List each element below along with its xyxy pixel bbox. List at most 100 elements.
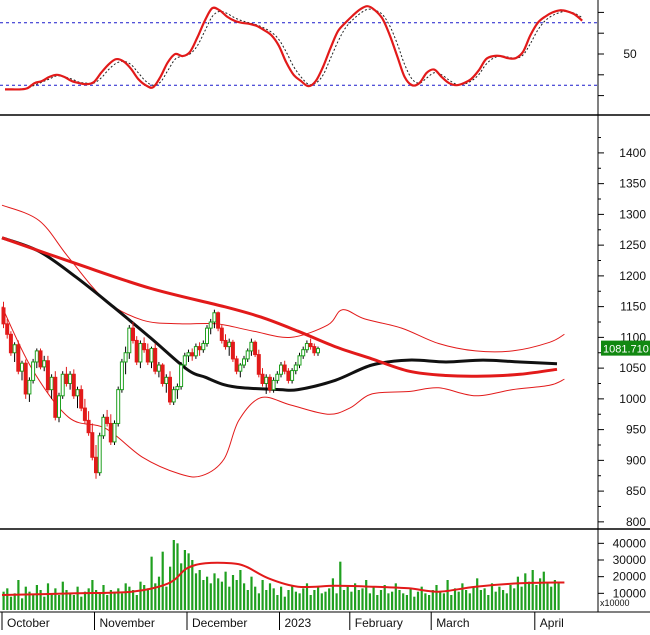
candle-up: [127, 327, 132, 354]
candle-down: [223, 339, 228, 348]
panel-frames: [0, 0, 650, 613]
volume-bar: [124, 583, 127, 610]
volume-bar: [228, 586, 231, 610]
candle-down: [108, 422, 113, 443]
volume-bar: [132, 590, 135, 610]
candle-up: [249, 341, 254, 352]
volume-bar: [531, 570, 534, 610]
candle-down: [105, 416, 110, 424]
volume-bar: [317, 586, 320, 610]
volume-bar: [194, 573, 198, 610]
candle-down: [308, 343, 313, 348]
candle-up: [301, 349, 306, 357]
candle-down: [286, 370, 291, 381]
volume-bar: [50, 593, 53, 610]
candle-up: [20, 362, 24, 372]
price-tick-label: 800: [626, 515, 646, 529]
volume-bar: [354, 583, 357, 610]
candle-down: [312, 346, 317, 354]
candle-down: [216, 312, 221, 329]
candle-down: [168, 376, 172, 403]
volume-bar: [465, 590, 468, 610]
candle-down: [190, 352, 195, 357]
candle-up: [245, 350, 250, 360]
volume-bar: [202, 580, 205, 610]
x-axis-label: February: [355, 616, 403, 630]
volume-bar: [128, 586, 131, 610]
candle-down: [253, 341, 258, 356]
candle-up: [60, 373, 65, 397]
volume-bar: [180, 563, 183, 610]
candle-down: [197, 346, 202, 351]
candle-up: [116, 389, 121, 424]
volume-bar: [324, 591, 327, 610]
volume-bar: [9, 596, 13, 610]
volume-bar: [206, 576, 209, 610]
volume-bar: [520, 586, 523, 610]
candle-down: [153, 347, 158, 372]
candle-down: [1, 307, 6, 325]
candle-down: [160, 364, 165, 384]
moving-average-long: [1, 236, 558, 378]
volume-bar: [490, 583, 494, 610]
volume-bar: [224, 571, 227, 610]
volume-bar: [72, 595, 75, 610]
candle-up: [182, 355, 187, 366]
volume-bar: [87, 588, 90, 610]
volume-bar: [509, 585, 512, 610]
volume-bar: [468, 593, 471, 610]
volume-bar: [320, 593, 323, 610]
volume-bar: [35, 585, 38, 610]
volume-bar: [372, 586, 375, 610]
candle-up: [68, 373, 73, 384]
price-tick-label: 1200: [619, 269, 646, 283]
volume-bar: [365, 580, 368, 610]
volume-bar: [161, 551, 164, 610]
candle-up: [227, 341, 232, 348]
candle-up: [171, 389, 176, 403]
candle-down: [90, 432, 95, 458]
candles: [1, 301, 320, 479]
candle-down: [82, 407, 87, 421]
volume-bar: [235, 580, 238, 610]
candle-up: [271, 379, 276, 391]
candle-up: [293, 364, 298, 372]
volume-bar: [546, 583, 549, 610]
x-axis-label: November: [100, 616, 155, 630]
volume-bar: [428, 595, 431, 610]
volume-bar: [487, 595, 490, 610]
volume-bar: [483, 588, 486, 610]
volume-bar: [283, 596, 286, 610]
volume-bar: [261, 580, 264, 610]
volume-bar: [557, 581, 560, 610]
volume-bar: [457, 591, 460, 610]
volume-bar: [217, 578, 220, 610]
candle-up: [238, 364, 243, 372]
volume-bar: [76, 586, 79, 610]
candle-up: [264, 376, 269, 384]
volume-bar: [54, 588, 57, 610]
candle-up: [75, 389, 80, 397]
price-tick-label: 1150: [620, 300, 646, 314]
candle-up: [297, 355, 302, 366]
volume-bar: [376, 595, 379, 610]
volume-bar: [309, 595, 312, 610]
volume-bar: [476, 578, 479, 610]
volume-bar: [187, 553, 190, 610]
volume-bar: [505, 593, 508, 610]
candle-down: [142, 343, 147, 351]
candle-down: [23, 362, 28, 395]
volume-bar: [368, 593, 371, 610]
volume-bar: [135, 595, 138, 610]
candle-up: [205, 327, 209, 345]
volume-bar: [39, 590, 42, 610]
volume-bar: [69, 593, 72, 610]
volume-bar: [254, 586, 257, 610]
volume-bar: [157, 576, 161, 610]
volume-bar: [302, 588, 305, 610]
volume-bar: [413, 596, 416, 610]
volume-bar: [165, 586, 168, 610]
x-axis-labels: October November December 2023 February March…: [1, 612, 564, 630]
candle-up: [34, 350, 39, 363]
